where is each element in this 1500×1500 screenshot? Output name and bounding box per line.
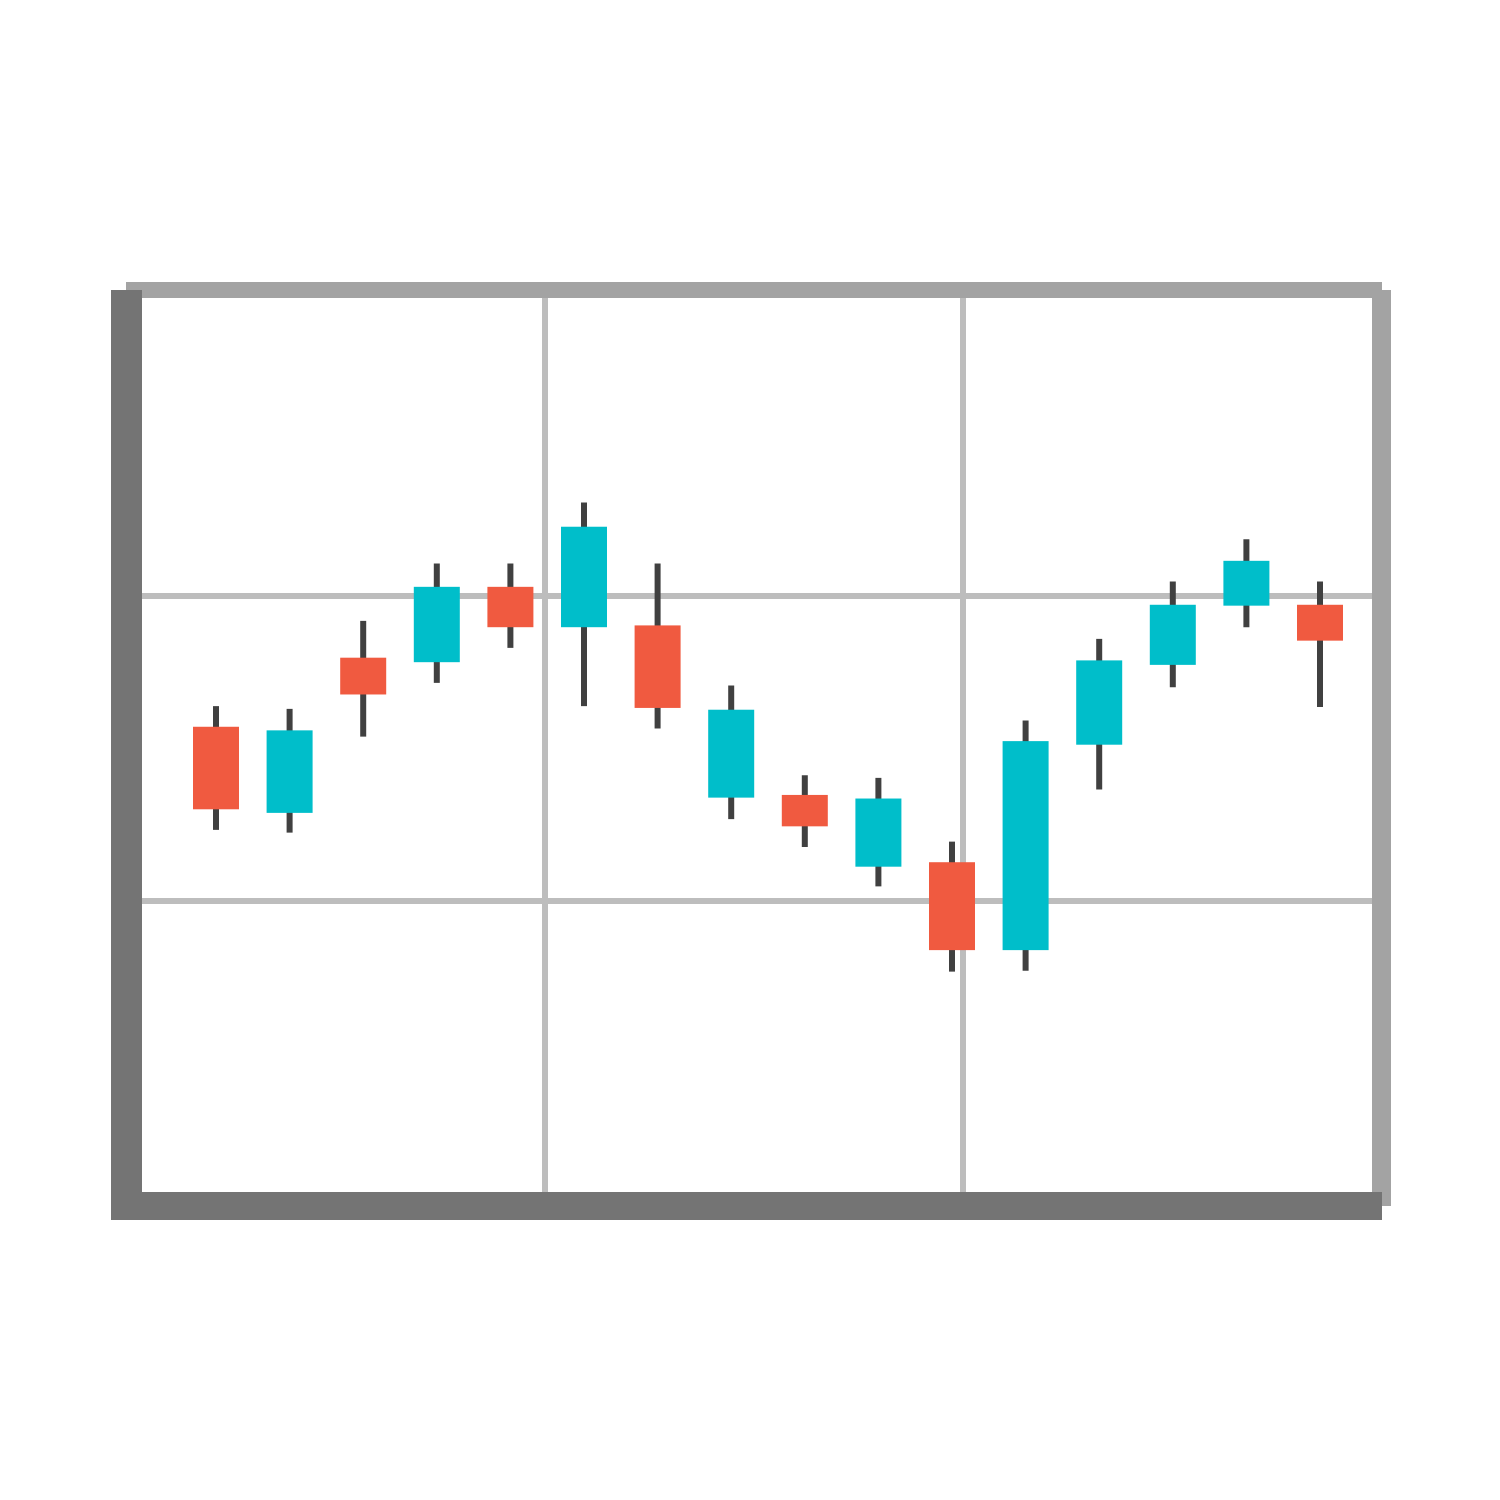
candle-9 — [781, 775, 828, 847]
candle-6 — [561, 502, 607, 707]
candle-body — [1002, 741, 1049, 951]
x-axis-line — [111, 1192, 1382, 1220]
candle-11 — [929, 841, 975, 972]
candle-2 — [266, 708, 313, 833]
candle-body — [929, 862, 975, 951]
candle-10 — [855, 777, 902, 887]
candle-7 — [634, 563, 681, 729]
grid-lines — [140, 298, 1381, 1195]
candle-15 — [1223, 539, 1270, 628]
candle-5 — [487, 563, 534, 648]
candle-body — [1223, 560, 1270, 606]
candle-body — [781, 794, 828, 827]
candle-body — [193, 726, 239, 810]
candle-12 — [1002, 720, 1049, 971]
candle-body — [561, 526, 607, 628]
y-axis-line — [111, 290, 142, 1220]
candle-body — [413, 586, 460, 663]
candle-14 — [1149, 581, 1196, 688]
candle-4 — [413, 563, 460, 683]
candle-body — [487, 586, 534, 628]
candle-body — [1149, 604, 1196, 665]
candle-8 — [708, 685, 755, 820]
candle-body — [708, 709, 755, 798]
candle-13 — [1076, 638, 1123, 790]
candle-body — [266, 730, 313, 813]
chart-frame — [111, 282, 1391, 1220]
frame-top — [126, 282, 1382, 298]
candle-body — [340, 657, 387, 695]
candle-1 — [193, 706, 239, 830]
candles — [193, 502, 1343, 972]
candle-body — [855, 798, 902, 867]
candle-body — [1297, 604, 1343, 641]
candle-3 — [340, 620, 387, 737]
candle-body — [634, 625, 681, 708]
candle-16 — [1297, 581, 1343, 708]
candle-body — [1076, 660, 1123, 745]
frame-right — [1372, 290, 1391, 1206]
